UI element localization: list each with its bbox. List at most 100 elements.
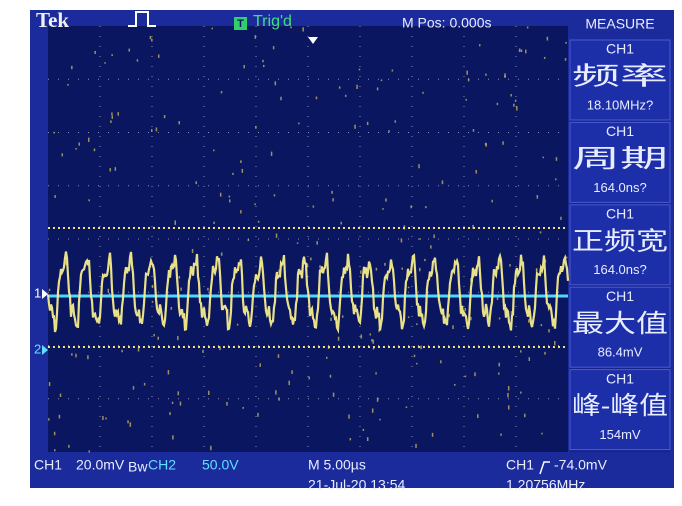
noise-dot [524,49,527,54]
noise-dot [485,143,487,147]
noise-dot [378,329,380,333]
noise-dot [504,73,506,78]
noise-dot [491,199,493,203]
noise-dot [263,64,265,68]
noise-dot [262,59,264,63]
noise-dot [167,370,170,375]
noise-dot [540,324,543,327]
timestamp: 21-Jul-20 13:54 [308,477,406,493]
trigger-level: -74.0mV [554,457,608,473]
position: M Pos: 0.000s [402,15,492,31]
noise-dot [485,73,487,76]
noise-dot [467,78,470,82]
noise-dot [424,258,426,262]
noise-dot [452,325,454,329]
noise-dot [425,206,427,209]
noise-dot [555,157,558,161]
noise-dot [330,317,332,322]
noise-dot [61,153,64,157]
ch1-trace [46,251,570,335]
measure-box [569,204,671,286]
noise-dot [228,199,231,203]
noise-dot [121,349,123,353]
noise-dot [516,106,518,111]
noise-dot [472,224,474,229]
measure-value: 18.10MHz? [587,97,653,112]
noise-dot [67,83,69,86]
noise-dot [528,319,530,323]
noise-dot [179,401,182,406]
noise-dot [267,313,270,317]
measure-channel: CH1 [606,41,634,57]
noise-dot [542,156,545,159]
noise-dot [371,339,373,342]
noise-dot [155,127,158,132]
noise-dot [310,257,312,261]
noise-dot [54,195,56,198]
noise-dot [496,296,499,300]
noise-dot [384,262,386,266]
noise-dot [202,349,204,353]
noise-dot [509,264,511,267]
noise-dot [520,391,522,394]
noise-dot [275,390,277,395]
noise-dot [178,121,180,125]
noise-dot [510,311,513,315]
noise-dot [514,99,517,102]
noise-dot [369,333,372,336]
trigger-slope-icon [539,461,550,475]
noise-dot [548,329,550,333]
noise-dot [496,102,499,106]
noise-dot [240,160,242,163]
noise-dot [105,417,107,420]
measure-label: 周期 [572,145,668,173]
trigger-edge-icon [128,11,156,27]
noise-dot [565,256,568,259]
noise-dot [48,382,51,387]
ch2-arrow [42,345,48,355]
noise-dot [129,422,132,427]
measurements: CH1 频率 18.10MHz? CH1 周期 164.0ns? CH1 正频宽 164.0ns… [569,39,671,451]
noise-dot [226,402,228,406]
noise-dot [560,216,562,220]
measure-box [569,286,671,368]
noise-dot [127,420,129,424]
noise-dot [255,126,257,129]
noise-dot [306,263,309,268]
noise-dot [474,372,476,377]
noise-dot [413,354,416,358]
noise-dot [401,267,403,270]
noise-dot [344,94,347,97]
noise-dot [354,124,356,129]
noise-dot [278,269,280,273]
measure-channel: CH1 [606,206,634,222]
noise-dot [53,131,55,134]
noise-dot [174,220,176,225]
noise-dot [232,172,234,175]
noise-dot [128,48,131,52]
noise-dot [541,432,543,435]
noise-dot [132,386,135,390]
noise-dot [157,54,160,58]
noise-dot [114,167,117,171]
noise-dot [195,181,197,185]
noise-dot [208,390,210,395]
noise-dot [270,151,273,156]
noise-dot [526,26,529,29]
noise-dot [407,286,410,289]
noise-dot [520,49,523,52]
noise-dot [58,414,61,419]
brand: Tek [36,8,69,32]
noise-dot [536,195,539,199]
measure-channel: CH1 [606,370,634,386]
noise-dot [308,376,310,380]
noise-dot [544,351,546,355]
noise-dot [379,418,381,421]
noise-dot [94,50,96,54]
noise-dot [137,347,140,352]
noise-dot [420,345,422,350]
noise-dot [213,221,215,225]
noise-dot [277,354,280,358]
noise-dot [366,437,369,442]
noise-dot [332,392,335,397]
